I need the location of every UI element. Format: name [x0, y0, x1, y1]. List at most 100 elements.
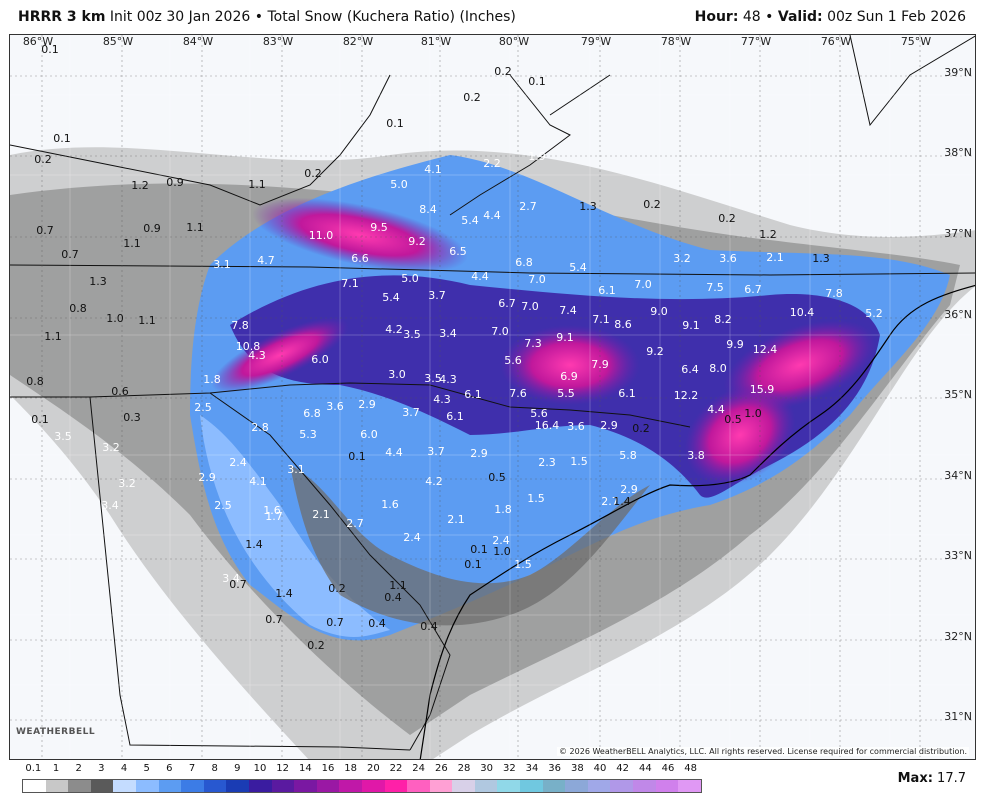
colorbar-ticks: 0.1 1 2 3 4 5 6 7 8 9 10 12 14 16 18 20 22 24 26 28 30 32 34 36…	[22, 763, 702, 777]
snowfall-value: 7.0	[528, 273, 546, 286]
title-bar: HRRR 3 km Init 00z 30 Jan 2026 • Total S…	[0, 0, 984, 34]
snowfall-value: 1.1	[389, 579, 407, 592]
snowfall-value: 1.1	[248, 178, 266, 191]
colorbar-swatch	[113, 780, 136, 792]
snowfall-value: 5.0	[390, 178, 408, 191]
snowfall-value: 3.4	[439, 327, 457, 340]
snowfall-value: 1.3	[89, 275, 107, 288]
snowfall-value: 7.6	[509, 387, 527, 400]
colorbar-swatch	[542, 780, 566, 792]
colorbar-swatch	[135, 780, 159, 792]
latitude-label: 35°N	[944, 388, 972, 401]
snowfall-value: 2.4	[229, 456, 247, 469]
colorbar-swatch	[248, 780, 272, 792]
snowfall-value: 3.5	[424, 372, 442, 385]
snowfall-value: 10.8	[236, 340, 261, 353]
latitude-label: 32°N	[944, 630, 972, 643]
snowfall-value: 3.1	[287, 463, 305, 476]
snowfall-value: 3.8	[687, 449, 705, 462]
snowfall-value: 9.9	[726, 338, 744, 351]
colorbar-swatch	[45, 780, 69, 792]
snowfall-value: 1.8	[494, 503, 512, 516]
snowfall-value: 5.3	[299, 428, 317, 441]
snowfall-value: 0.1	[41, 43, 59, 56]
colorbar-swatches	[22, 779, 702, 793]
colorbar-swatch	[384, 780, 408, 792]
snowfall-value: 0.4	[368, 617, 386, 630]
snowfall-value: 0.2	[494, 65, 512, 78]
colorbar-swatch	[226, 780, 249, 792]
colorbar-tick: 32	[502, 763, 516, 774]
latitude-label: 34°N	[944, 469, 972, 482]
snowfall-value: 4.1	[424, 163, 442, 176]
longitude-labels: 86°W 85°W 84°W 83°W 82°W 81°W 80°W 79°W 78°W 77°W…	[23, 35, 931, 48]
snowfall-value: 5.0	[401, 272, 419, 285]
colorbar-swatch	[361, 780, 385, 792]
snowfall-map: 86°W 85°W 84°W 83°W 82°W 81°W 80°W 79°W 78°W 77°W…	[9, 34, 976, 760]
heavy-snow-w	[211, 317, 349, 393]
longitude-label: 83°W	[263, 35, 293, 48]
snowfall-value: 0.2	[328, 582, 346, 595]
snowfall-value: 6.4	[681, 363, 699, 376]
snowfall-value: 0.2	[307, 639, 325, 652]
snowfall-value: 1.0	[493, 545, 511, 558]
product-name: Total Snow (Kuchera Ratio) (Inches)	[267, 9, 516, 25]
colorbar-tick: 14	[298, 763, 312, 774]
colorbar-swatch	[520, 780, 543, 792]
colorbar-tick: 0.1	[25, 763, 42, 774]
snowfall-value: 2.9	[600, 419, 618, 432]
snowfall-value: 6.1	[618, 387, 636, 400]
snowfall-value: 2.7	[601, 495, 619, 508]
snowfall-value: 3.7	[427, 445, 445, 458]
snowfall-value: 7.0	[491, 325, 509, 338]
snowfall-value: 0.7	[229, 578, 247, 591]
snowfall-value: 6.9	[560, 370, 578, 383]
snowfall-value: 4.2	[425, 475, 443, 488]
colorbar-swatch	[452, 780, 475, 792]
snowfall-value: 3.4	[222, 572, 240, 585]
longitude-label: 80°W	[499, 35, 529, 48]
colorbar-tick: 34	[525, 763, 539, 774]
snowfall-value: 5.5	[557, 387, 575, 400]
snowfall-value: 0.8	[26, 375, 44, 388]
snowfall-value: 1.5	[527, 492, 545, 505]
colorbar-swatch	[90, 780, 114, 792]
latitude-label: 36°N	[944, 308, 972, 321]
longitude-label: 86°W	[23, 35, 53, 48]
snowfall-value: 2.2	[483, 157, 501, 170]
colorbar-tick: 5	[143, 763, 150, 774]
snowfall-value: 6.5	[449, 245, 467, 258]
init-time: Init 00z 30 Jan 2026	[109, 9, 251, 25]
snowfall-value: 0.1	[470, 543, 488, 556]
snowfall-value: 7.1	[592, 313, 610, 326]
snowfall-value: 0.5	[724, 413, 742, 426]
colorbar-swatch	[68, 780, 91, 792]
colorbar-swatch	[610, 780, 634, 792]
snowfall-value: 1.2	[131, 179, 149, 192]
snowfall-value: 1.1	[44, 330, 62, 343]
colorbar-tick: 1	[52, 763, 60, 774]
snowfall-value: 7.3	[524, 337, 542, 350]
colorbar-tick: 12	[276, 763, 290, 774]
snowfall-value: 6.1	[598, 284, 616, 297]
latitude-labels: 39°N 38°N 37°N 36°N 35°N 34°N 33°N 32°N 31°N	[944, 66, 972, 723]
snowfall-value: 0.5	[488, 471, 506, 484]
snowfall-value: 0.1	[528, 75, 546, 88]
coastline	[419, 284, 975, 759]
weatherbell-logo: WEATHERBELL	[16, 727, 96, 737]
snowfall-value: 9.2	[646, 345, 664, 358]
snowfall-value: 9.1	[556, 331, 574, 344]
colorbar-tick: 9	[234, 763, 241, 774]
longitude-label: 84°W	[183, 35, 213, 48]
longitude-label: 82°W	[343, 35, 373, 48]
longitude-label: 78°W	[661, 35, 691, 48]
colorbar-swatch	[474, 780, 498, 792]
snowfall-value: 0.1	[348, 450, 366, 463]
snowfall-value: 3.7	[428, 289, 446, 302]
snowfall-value: 1.3	[812, 252, 830, 265]
colorbar-tick: 2	[75, 763, 82, 774]
snowfall-value: 0.1	[386, 117, 404, 130]
snowfall-value: 5.6	[504, 354, 522, 367]
snowfall-value: 3.2	[102, 441, 120, 454]
colorbar-tick: 3	[98, 763, 105, 774]
